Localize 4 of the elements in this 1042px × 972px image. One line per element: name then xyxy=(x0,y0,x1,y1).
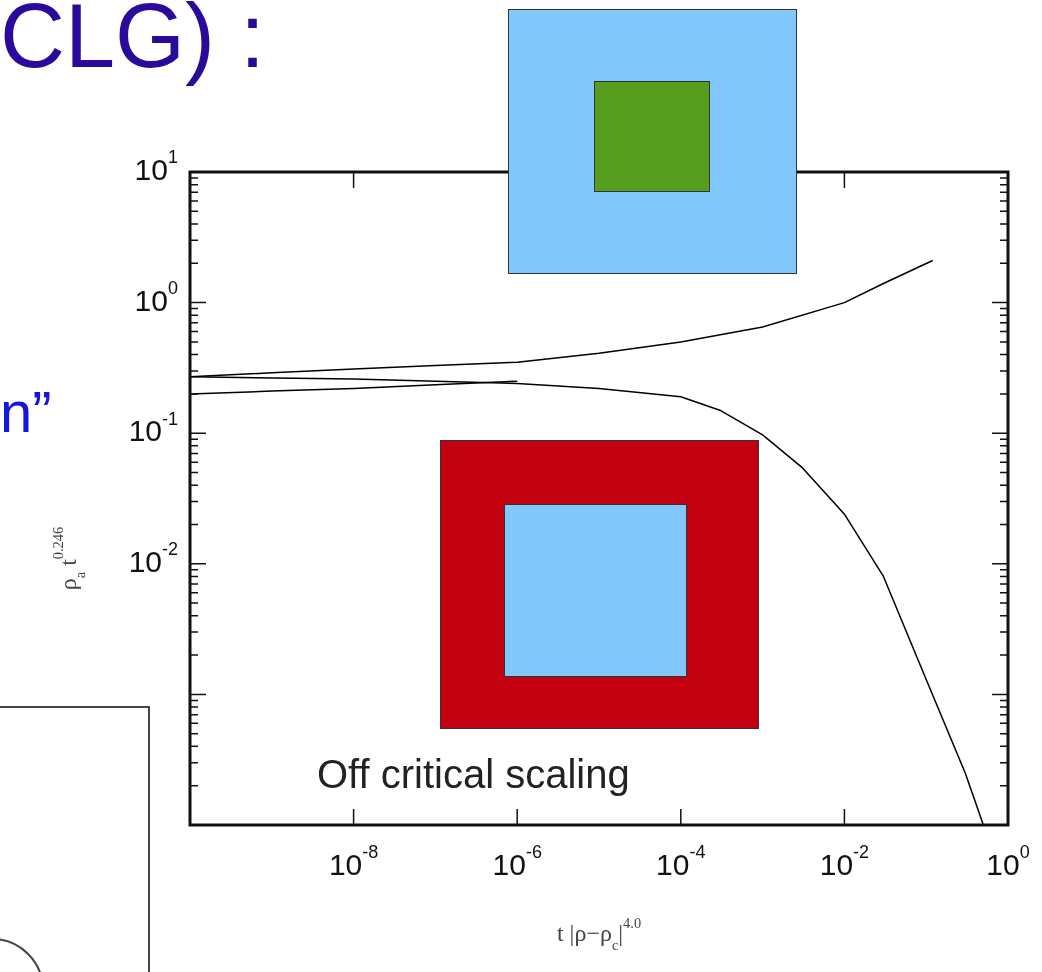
text: n” xyxy=(0,378,52,445)
text: CLG) : xyxy=(0,0,266,88)
y-axis-title: ρa t0.246 xyxy=(49,526,88,591)
annotation: Off critical scaling xyxy=(317,752,630,797)
